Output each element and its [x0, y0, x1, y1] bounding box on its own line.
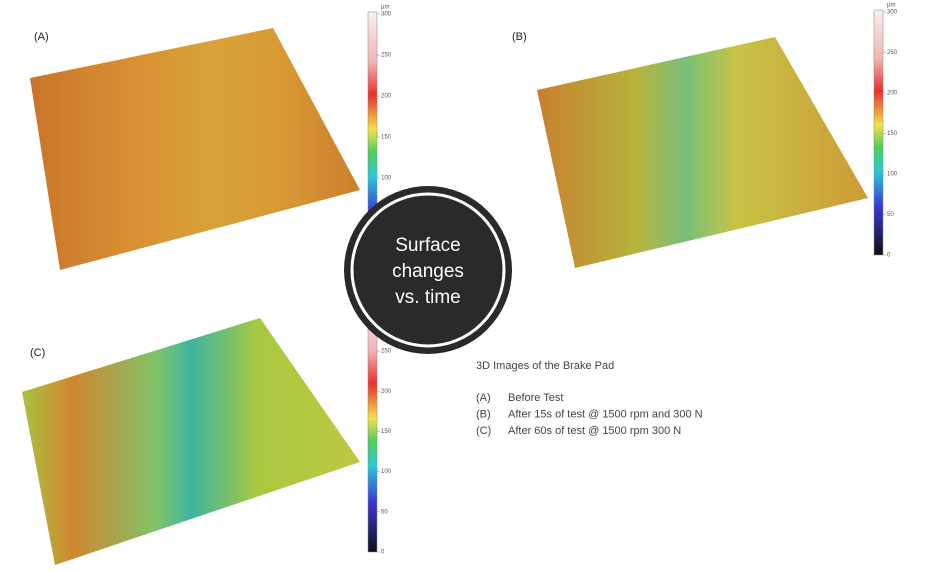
caption-items: (A) Before Test (B) After 15s of test @ 150… — [476, 392, 703, 437]
surface-b — [537, 37, 868, 268]
scale-tick-label: 0 — [887, 253, 891, 259]
scale-tick-label: 100 — [381, 176, 392, 182]
scale-tick-label: 250 — [381, 349, 392, 355]
scale-tick-label: 50 — [381, 509, 388, 515]
caption-label: (B) — [476, 409, 491, 421]
scale-tick-label: 150 — [381, 429, 392, 435]
scale-tick-label: 200 — [381, 94, 392, 100]
scale-tick-label: 100 — [381, 469, 392, 475]
scale-tick-label: 250 — [381, 53, 392, 59]
caption-text: After 60s of test @ 1500 rpm 300 N — [508, 425, 681, 437]
scales: µm300250200150100µm300250200150100500250… — [377, 3, 898, 556]
panel-label: (B) — [512, 31, 527, 43]
color-bar — [873, 9, 884, 256]
scale-tick-label: 150 — [887, 131, 898, 137]
badge-text: vs. time — [395, 287, 460, 308]
surface-c — [22, 318, 360, 565]
scale-tick-label: 50 — [887, 212, 894, 218]
scale-tick-label: 100 — [887, 172, 898, 178]
caption-text: Before Test — [508, 392, 563, 404]
badge-ring — [350, 192, 506, 348]
scale-unit: µm — [887, 3, 895, 9]
caption-label: (A) — [476, 392, 491, 404]
badge-text: Surface — [395, 235, 460, 256]
panel-label: (A) — [34, 31, 49, 43]
scale-tick-label: 200 — [381, 389, 392, 395]
panel-label: (C) — [30, 347, 45, 359]
scale-tick-label: 250 — [887, 50, 898, 56]
color-bar — [367, 299, 378, 553]
surface-a — [30, 28, 360, 270]
scale-tick-label: 300 — [887, 10, 898, 16]
badge — [344, 186, 512, 354]
scale-unit: µm — [381, 5, 389, 11]
scale-tick-label: 300 — [381, 12, 392, 18]
badge-text: changes — [392, 261, 464, 282]
caption-text: After 15s of test @ 1500 rpm and 300 N — [508, 409, 703, 421]
caption-title: 3D Images of the Brake Pad — [476, 360, 614, 372]
scale-tick-label: 0 — [381, 550, 385, 556]
scale-tick-label: 200 — [887, 91, 898, 97]
caption-label: (C) — [476, 425, 491, 437]
scale-tick-label: 150 — [381, 135, 392, 141]
